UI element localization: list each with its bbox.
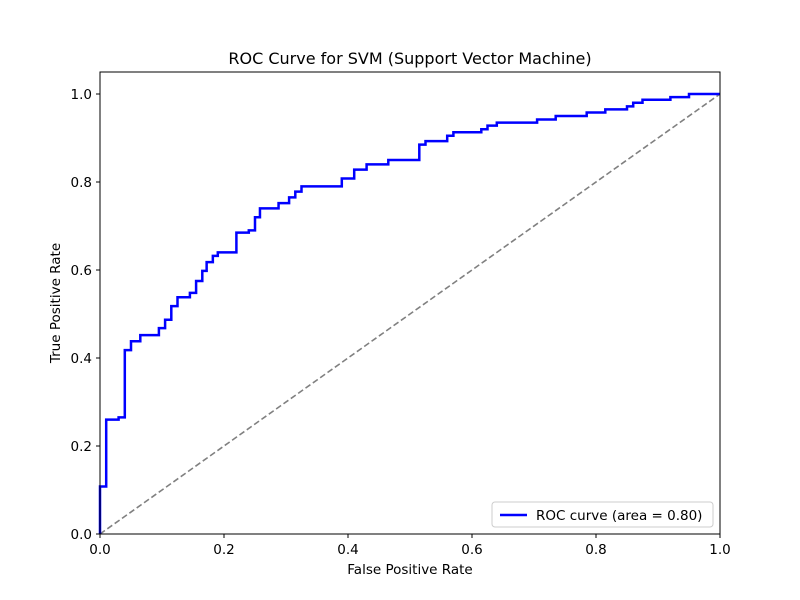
- roc-curve-line: [98, 92, 720, 534]
- x-axis: 0.0 0.2 0.4 0.6 0.8 1.0: [89, 534, 731, 558]
- y-tick-label: 0.2: [71, 439, 92, 455]
- y-tick-label: 0.6: [71, 263, 92, 279]
- plot-frame: [99, 71, 721, 535]
- legend-label: ROC curve (area = 0.80): [536, 508, 702, 524]
- y-tick-label: 0.4: [71, 351, 92, 367]
- y-tick-label: 0.8: [71, 175, 92, 191]
- y-tick-label: 1.0: [71, 87, 92, 103]
- legend-box: [491, 501, 714, 528]
- x-tick-label: 0.2: [213, 542, 234, 558]
- x-tick-label: 0.0: [89, 542, 110, 558]
- y-axis-label: True Positive Rate: [48, 243, 64, 364]
- x-tick-label: 1.0: [709, 542, 730, 558]
- x-tick-label: 0.4: [337, 542, 358, 558]
- legend: ROC curve (area = 0.80): [491, 501, 714, 528]
- plot-area: [98, 92, 721, 535]
- x-tick-label: 0.8: [585, 542, 606, 558]
- y-axis: 0.0 0.2 0.4 0.6 0.8 1.0: [71, 87, 100, 543]
- chart-title: ROC Curve for SVM (Support Vector Machin…: [228, 49, 591, 68]
- chance-diagonal-line: [99, 93, 721, 535]
- x-axis-label: False Positive Rate: [347, 562, 472, 578]
- x-tick-label: 0.6: [461, 542, 482, 558]
- y-tick-label: 0.0: [71, 527, 92, 543]
